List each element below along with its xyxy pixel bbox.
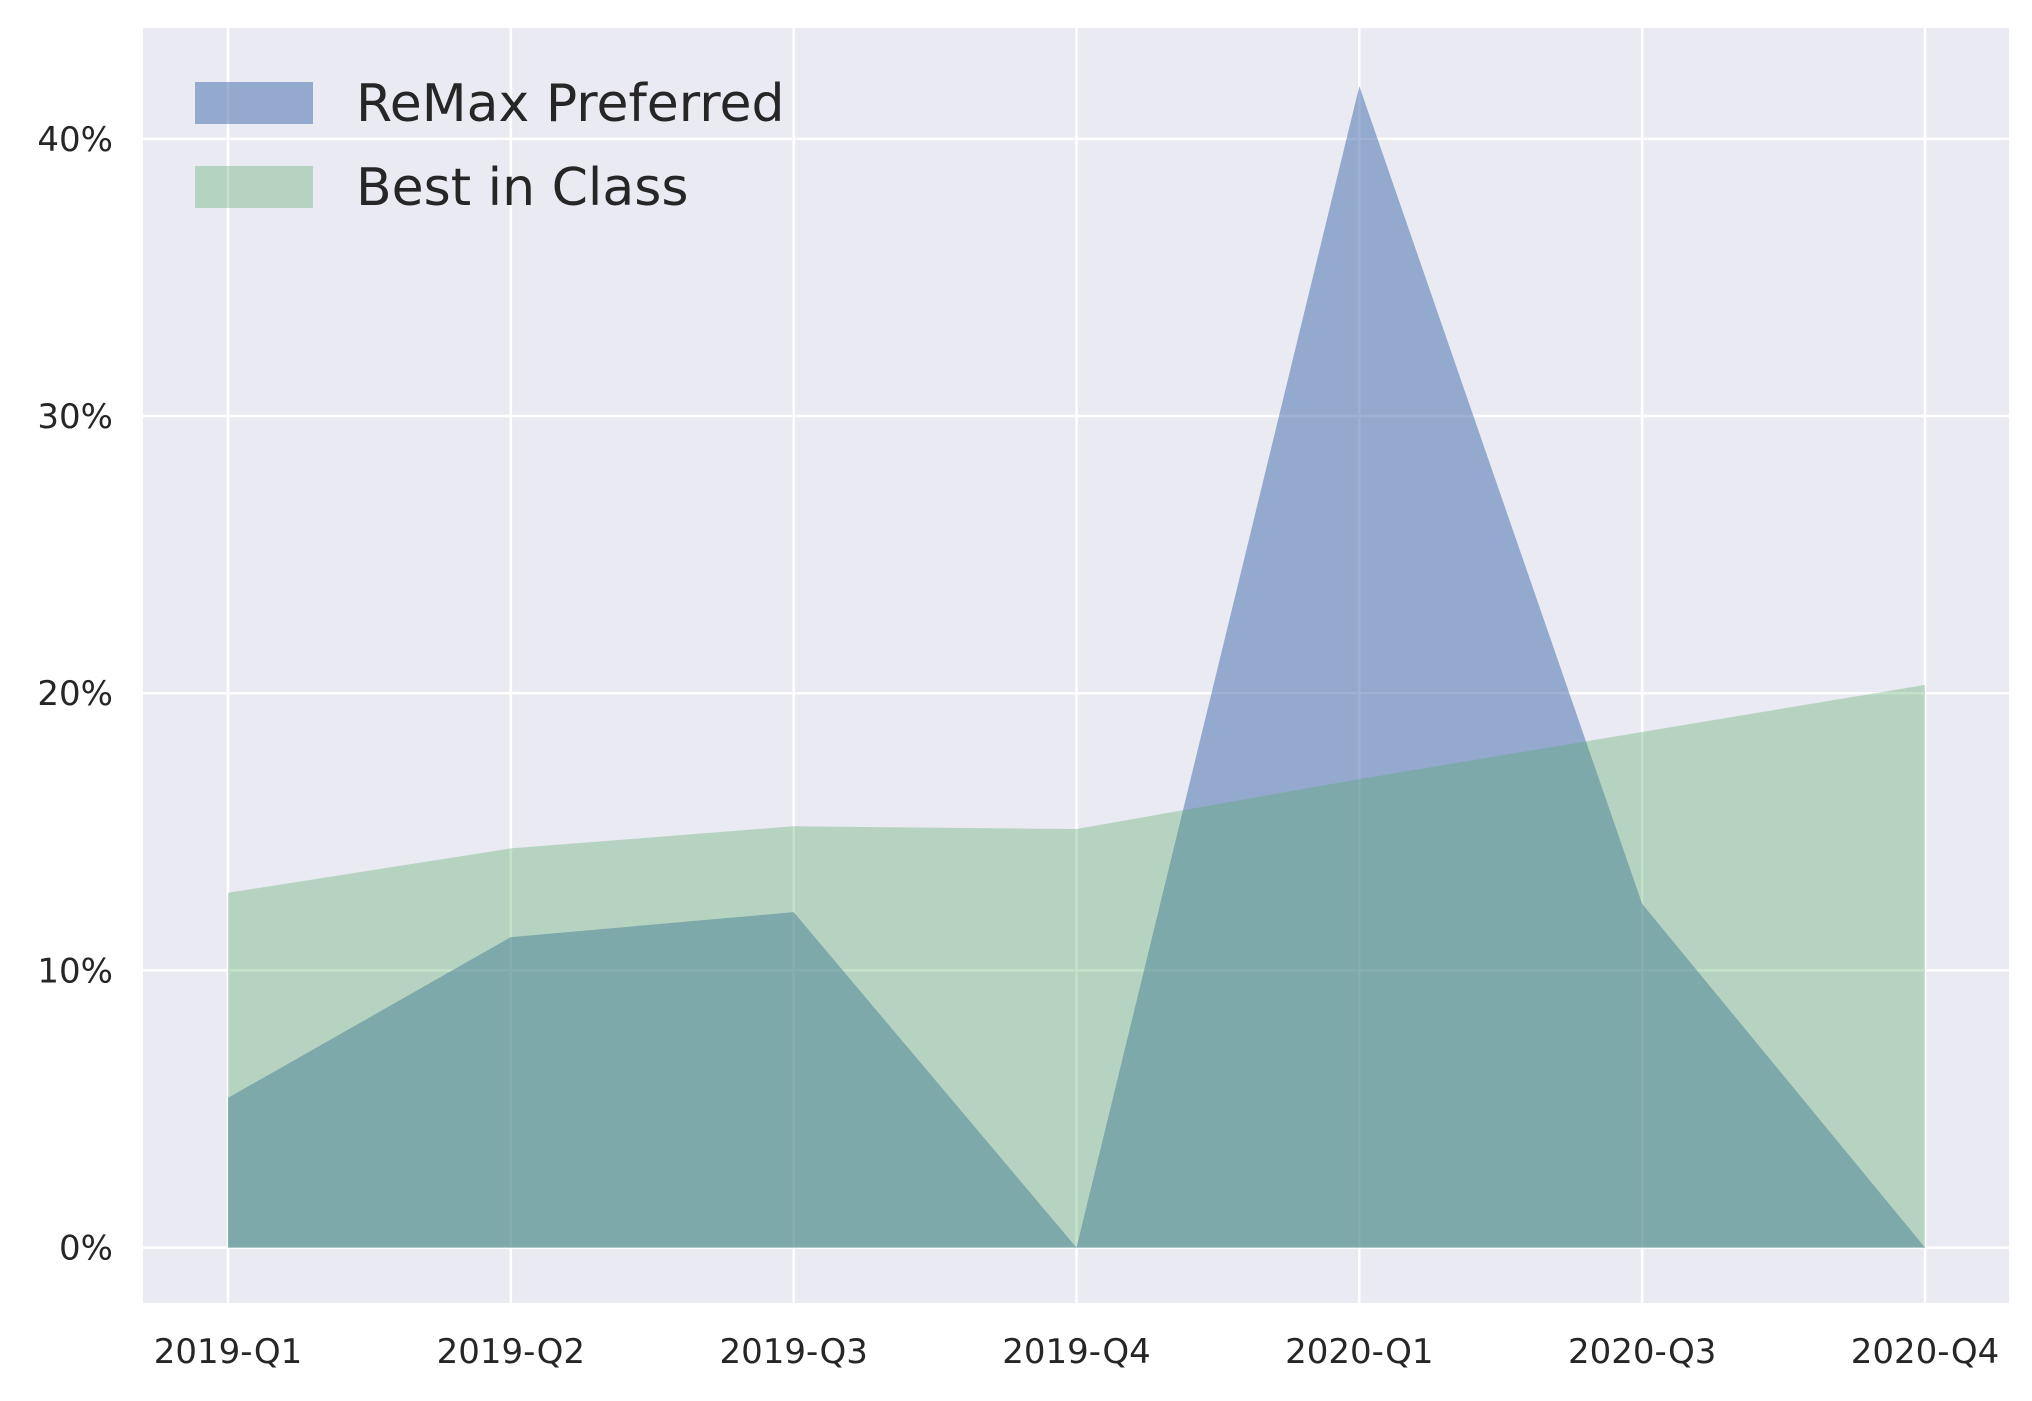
area-series-1 <box>228 684 1925 1248</box>
x-tick-label: 2020-Q1 <box>1285 1332 1433 1372</box>
y-tick-label: 30% <box>37 397 113 437</box>
series-areas <box>228 86 1925 1248</box>
legend: ReMax Preferred Best in Class <box>195 74 785 218</box>
x-tick-label: 2020-Q3 <box>1568 1332 1716 1372</box>
legend-swatch <box>195 82 313 124</box>
y-tick-label: 0% <box>59 1229 113 1269</box>
legend-label: ReMax Preferred <box>356 74 785 134</box>
x-tick-label: 2019-Q4 <box>1002 1332 1150 1372</box>
area-series-0 <box>228 86 1925 1248</box>
x-tick-label: 2019-Q3 <box>719 1332 867 1372</box>
legend-swatch <box>195 166 313 208</box>
legend-label: Best in Class <box>356 158 688 218</box>
y-tick-label: 40% <box>37 120 113 160</box>
y-axis-ticks: 0% 10% 20% 30% 40% <box>37 120 113 1269</box>
x-axis-ticks: 2019-Q1 2019-Q2 2019-Q3 2019-Q4 2020-Q1 2020-… <box>154 1332 1999 1372</box>
x-tick-label: 2020-Q4 <box>1851 1332 1999 1372</box>
x-tick-label: 2019-Q2 <box>437 1332 585 1372</box>
y-tick-label: 10% <box>37 951 113 991</box>
x-tick-label: 2019-Q1 <box>154 1332 302 1372</box>
y-tick-label: 20% <box>37 674 113 714</box>
